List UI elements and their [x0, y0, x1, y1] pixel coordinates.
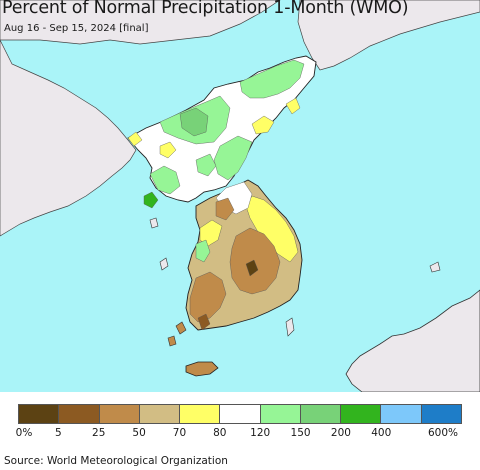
legend-swatch [341, 405, 382, 423]
region-sk-yellow-2 [199, 219, 223, 247]
region-sk-dark-1 [245, 259, 259, 277]
region-nk-yellow-4 [285, 97, 301, 115]
legend-tick-label: 600% [427, 427, 459, 439]
legend-swatch [381, 405, 422, 423]
region-nk-yellow-2 [159, 141, 177, 159]
region-nk-yellow-3 [127, 131, 143, 147]
region-nk-yellow-1 [251, 115, 275, 135]
region-nk-green-5 [179, 107, 209, 137]
legend-tick-label: 0% [15, 427, 33, 439]
legend-swatch [220, 405, 261, 423]
legend-swatch [180, 405, 221, 423]
legend-swatch [300, 405, 342, 423]
legend-tick-label: 400 [371, 427, 392, 439]
legend-tick-label: 80 [213, 427, 227, 439]
map-title: Percent of Normal Precipitation 1-Month … [2, 0, 409, 18]
source-credit: Source: World Meteorological Organizatio… [4, 455, 228, 467]
region-nk-green-6 [195, 153, 217, 177]
legend-color-bar [18, 404, 462, 424]
land-japan [345, 289, 480, 392]
land-russia [297, 0, 480, 71]
precipitation-map [0, 0, 480, 392]
legend-tick-label: 5 [55, 427, 62, 439]
map-subtitle: Aug 16 - Sep 15, 2024 [final] [4, 23, 149, 34]
legend-tick-label: 200 [330, 427, 351, 439]
region-sk-yellow-1 [245, 195, 299, 263]
region-sk-dark-2 [197, 313, 211, 331]
region-nk-darkgreen [143, 191, 159, 209]
legend-swatch [99, 405, 140, 423]
legend-tick-label: 70 [172, 427, 187, 439]
legend-labels: 0% 5 25 50 70 80 120 150 200 400 600% [0, 427, 480, 441]
land-china [0, 0, 281, 237]
legend-swatch [260, 405, 301, 423]
legend-swatch [19, 405, 60, 423]
region-sk-brown-1 [229, 227, 281, 295]
region-sk-brown-2 [189, 271, 227, 323]
land-tsushima [285, 317, 295, 337]
legend-swatch [139, 405, 181, 423]
region-nk-green-2 [239, 59, 305, 99]
region-nk-green-4 [149, 165, 181, 195]
land-oki [429, 261, 441, 273]
map-canvas [0, 0, 480, 392]
legend-swatch [59, 405, 100, 423]
land-west-isles [149, 217, 169, 271]
land-jeju [185, 361, 219, 377]
legend-swatch [421, 405, 461, 423]
legend-tick-label: 120 [250, 427, 271, 439]
legend-tick-label: 50 [132, 427, 146, 439]
legend-tick-label: 25 [92, 427, 106, 439]
land-south-isles [167, 321, 187, 347]
region-sk-green [195, 239, 211, 263]
region-sk-brown-3 [215, 197, 235, 221]
legend-tick-label: 150 [290, 427, 311, 439]
